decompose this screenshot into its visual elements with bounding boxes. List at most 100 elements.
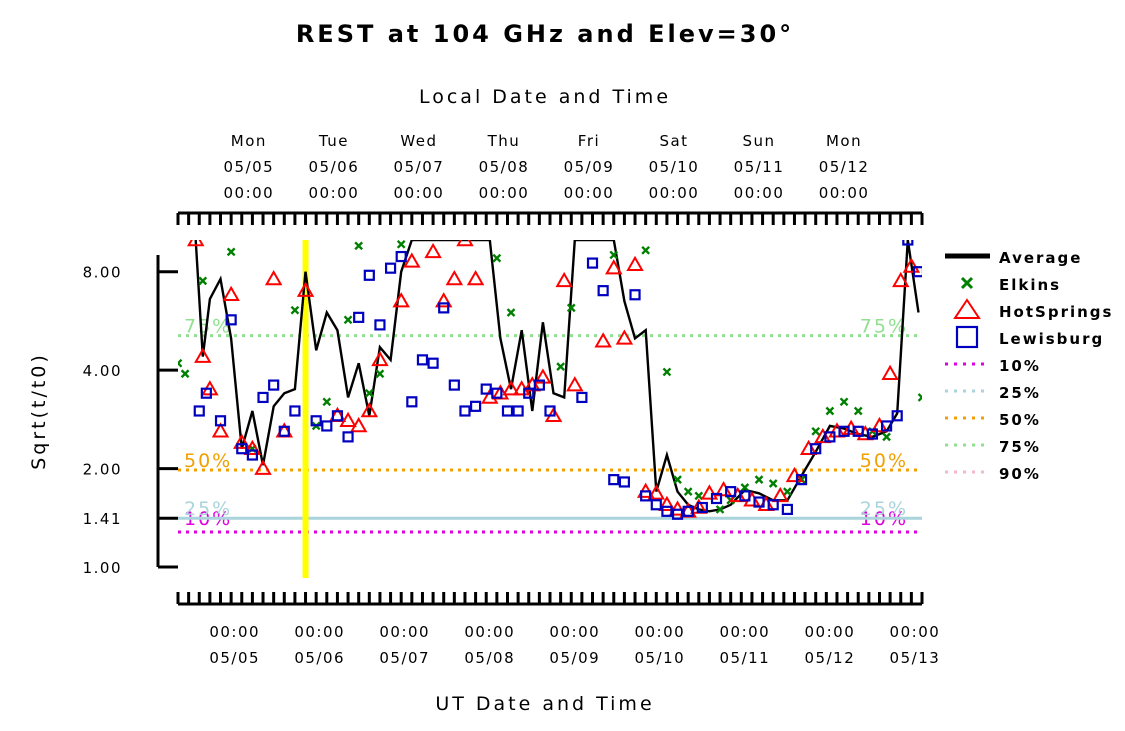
legend-swatch-elkins: [960, 276, 974, 290]
point-hotsprings: [594, 332, 612, 348]
point-lewisburg: [353, 311, 365, 323]
point-lewisburg: [576, 391, 588, 404]
point-hotsprings: [339, 411, 357, 428]
point-lewisburg: [696, 501, 708, 514]
top-tick-label-time: 00:00: [394, 184, 445, 202]
top-tick-label-time: 00:00: [479, 184, 530, 202]
point-elkins: [641, 245, 651, 255]
point-lewisburg: [268, 379, 280, 391]
point-hotsprings: [254, 459, 272, 475]
point-hotsprings: [233, 433, 251, 449]
point-lewisburg: [891, 410, 903, 422]
point-hotsprings: [626, 255, 644, 272]
point-lewisburg: [710, 492, 723, 505]
point-elkins: [715, 505, 725, 514]
point-lewisburg: [512, 405, 524, 417]
point-elkins: [853, 406, 863, 416]
reference-lines: 10% 10%25% 25%50% 50%75% 75%: [178, 316, 922, 534]
top-tick-label-date: 05/10: [649, 158, 700, 176]
x-tick-label-time: 00:00: [890, 623, 941, 641]
point-lewisburg: [682, 505, 694, 517]
point-hotsprings: [392, 292, 410, 308]
point-hotsprings: [349, 416, 368, 433]
legend-swatch-hotsprings: [953, 298, 981, 319]
point-elkins: [180, 369, 190, 379]
point-elkins: [354, 241, 364, 251]
point-hotsprings: [566, 376, 584, 392]
point-hotsprings: [647, 484, 666, 500]
point-lewisburg: [416, 354, 429, 366]
point-hotsprings: [555, 271, 573, 288]
chart-title: REST at 104 GHz and Elev=30°: [296, 20, 794, 48]
point-hotsprings: [424, 242, 442, 259]
point-lewisburg: [236, 443, 248, 455]
top-tick-label-date: 05/12: [819, 158, 870, 176]
point-lewisburg: [795, 474, 808, 486]
point-lewisburg: [650, 499, 662, 511]
point-hotsprings: [403, 252, 421, 268]
x-tick-label-date: 05/07: [379, 649, 430, 667]
top-tick-label-day: Fri: [578, 132, 600, 150]
point-hotsprings: [902, 257, 921, 273]
top-tick-label-time: 00:00: [649, 184, 700, 202]
point-elkins: [783, 487, 792, 496]
point-hotsprings: [360, 401, 379, 418]
point-lewisburg: [781, 503, 793, 516]
point-lewisburg: [342, 431, 354, 443]
point-elkins: [343, 315, 353, 325]
point-elkins: [825, 406, 835, 416]
point-elkins: [768, 479, 778, 488]
top-tick-label-date: 05/05: [223, 158, 274, 176]
point-hotsprings: [434, 292, 453, 308]
point-elkins: [566, 303, 576, 313]
x-tick-label-date: 05/09: [549, 649, 600, 667]
x-tick-label-date: 05/06: [294, 649, 345, 667]
point-lewisburg: [523, 387, 535, 399]
highlight-marker: [302, 240, 309, 578]
point-hotsprings: [194, 347, 212, 363]
point-lewisburg: [225, 314, 237, 326]
point-hotsprings: [771, 486, 790, 503]
legend-label-hotsprings: HotSprings: [999, 303, 1113, 321]
x-tick-label-time: 00:00: [549, 623, 600, 641]
x-tick-label-date: 05/11: [719, 649, 770, 667]
point-hotsprings: [615, 329, 634, 345]
top-tick-label-day: Sat: [659, 132, 688, 150]
point-lewisburg: [374, 319, 386, 331]
point-hotsprings: [658, 495, 676, 512]
point-lewisburg: [200, 387, 212, 399]
point-hotsprings: [243, 439, 262, 455]
top-tick-label-time: 00:00: [564, 184, 615, 202]
point-lewisburg: [459, 405, 471, 417]
point-lewisburg: [810, 443, 822, 455]
x-tick-label-time: 00:00: [634, 623, 685, 641]
point-hotsprings: [605, 259, 623, 275]
point-hotsprings: [502, 380, 520, 396]
point-lewisburg: [480, 383, 492, 395]
point-elkins: [740, 483, 750, 492]
top-tick-label-date: 05/08: [479, 158, 530, 176]
point-lewisburg: [278, 425, 290, 437]
point-lewisburg: [838, 425, 850, 437]
point-lewisburg: [824, 431, 836, 443]
point-hotsprings: [186, 240, 205, 247]
point-lewisburg: [448, 379, 460, 391]
point-lewisburg: [310, 415, 322, 427]
point-hotsprings: [892, 271, 910, 288]
x-tick-label-date: 05/10: [634, 649, 685, 667]
point-lewisburg: [739, 490, 751, 502]
point-lewisburg: [501, 405, 514, 417]
point-lewisburg: [470, 400, 482, 412]
point-lewisburg: [661, 505, 673, 517]
point-lewisburg: [725, 486, 737, 498]
legend-label-pct-75: 75%: [999, 438, 1041, 456]
y-axis-label: Sqrt(t/t0): [28, 352, 50, 470]
point-elkins: [198, 276, 208, 286]
point-lewisburg: [257, 391, 269, 404]
point-elkins: [917, 393, 922, 402]
series-layer: [178, 240, 922, 520]
point-hotsprings: [668, 500, 687, 516]
point-lewisburg: [395, 250, 407, 263]
legend-swatch-lewisburg: [955, 325, 979, 349]
